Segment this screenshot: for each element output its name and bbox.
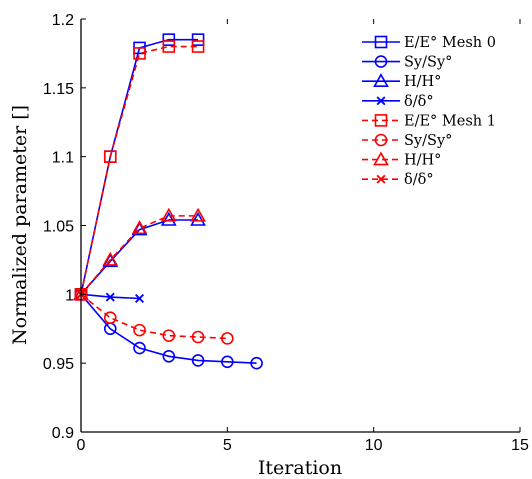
series-line [80,293,228,340]
x-axis-label: Iteration [258,457,342,479]
y-tick-label: 1.2 [52,12,74,29]
circle-marker [374,55,388,68]
y-tick-label: 0.9 [52,425,74,442]
legend-label: E/E° Mesh 1 [404,113,496,129]
x-tick-label: 5 [223,437,232,454]
y-axis-label: Normalized parameter [] [9,105,31,345]
y-tick-label: 1.1 [52,150,74,167]
legend-label: δ/δ° [404,94,434,110]
circle-marker [103,311,117,325]
legend-item: δ/δ° [362,172,434,188]
square-marker [374,114,388,127]
square-marker [191,33,205,46]
circle-marker [221,332,234,345]
triangle-marker [102,251,119,266]
tick-labels: 0 5 10 15 0.9 0.95 1 1.05 1.1 1.15 1.2 [43,12,529,454]
circle-marker [133,323,146,337]
x-tick-label: 15 [511,437,529,454]
legend-label: Sy/Sy° [404,55,452,71]
square-marker [191,40,205,53]
x-marker [105,292,115,302]
legend-label: E/E° Mesh 0 [404,35,496,51]
series-line [80,45,199,295]
legend-item: H/H° [362,73,441,90]
triangle-marker [373,151,389,166]
x-tick-label: 10 [365,437,383,454]
series-0 [74,33,205,301]
legend-item: E/E° Mesh 0 [362,35,496,51]
circle-marker [221,355,234,369]
triangle-marker [190,211,206,226]
series-line [80,215,199,295]
square-marker [162,40,176,53]
circle-marker [162,329,176,342]
square-marker [103,150,117,163]
x-marker [376,96,386,106]
y-tick-label: 1.05 [43,219,74,236]
triangle-marker [190,207,206,222]
circle-marker [374,133,388,147]
plot-marks [73,33,263,370]
triangle-marker [160,211,177,226]
x-marker-stroke [376,174,386,184]
legend-item: H/H° [362,151,441,169]
series-line [80,219,199,295]
legend-item: E/E° Mesh 1 [362,113,496,129]
series-2 [73,211,206,301]
x-marker [376,174,386,184]
y-tick-label: 0.95 [43,356,74,373]
legend: E/E° Mesh 0 Sy/Sy° H/H° δ/δ° E/E° Mesh 1 Sy/S… [362,35,496,188]
square-marker [133,47,146,60]
circle-marker [250,356,263,370]
x-marker-stroke [376,96,386,106]
circle-marker [191,354,205,367]
legend-item: δ/δ° [362,94,434,110]
triangle-marker [131,220,148,235]
x-marker-stroke [135,293,145,303]
y-tick-label: 1.15 [43,81,74,98]
square-marker [374,35,388,49]
triangle-marker [373,73,389,87]
legend-label: H/H° [404,153,441,169]
legend-item: Sy/Sy° [362,55,452,71]
legend-label: Sy/Sy° [404,133,452,149]
circle-marker [191,330,205,344]
square-marker [162,33,176,46]
y-tick-label: 1 [65,287,74,304]
series-1 [74,288,263,370]
legend-item: Sy/Sy° [362,133,452,149]
series-line [80,38,199,295]
series-line [80,293,257,364]
x-tick-label: 0 [77,437,86,454]
circle-marker [133,341,146,355]
series-6 [73,207,206,301]
circle-marker [162,349,176,363]
legend-label: δ/δ° [404,172,434,188]
x-marker [135,293,145,303]
series-4 [74,40,205,301]
x-marker-stroke [105,292,115,302]
axes [80,19,520,433]
legend-label: H/H° [404,74,441,90]
triangle-marker [160,207,177,222]
